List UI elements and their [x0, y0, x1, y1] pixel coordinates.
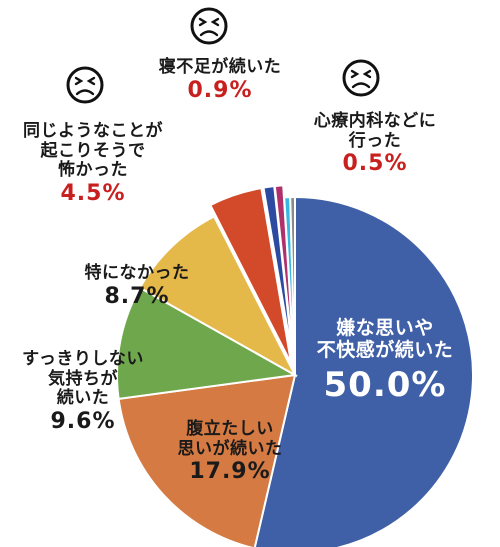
- slice-name-line: 腹立たしい: [186, 419, 274, 439]
- slice-name-line: 特になかった: [84, 263, 190, 283]
- frown-face-icon: [66, 66, 104, 104]
- pie-slice-0: [253, 195, 474, 547]
- slice-label-5: 寝不足が続いた 0.9%: [140, 57, 300, 103]
- slice-name-line: 続いた: [56, 388, 110, 409]
- pie-slice-1: [117, 373, 297, 547]
- slice-value: 0.9%: [187, 77, 253, 103]
- slice-value: 50.0%: [323, 364, 447, 405]
- slice-name-line: 起こりそうで: [40, 140, 146, 161]
- slice-label-3: 特になかった 8.7%: [72, 263, 202, 309]
- slice-label-7: 心療内科などに 行った 0.5%: [290, 111, 460, 177]
- slice-name-line: 寝不足が続いた: [158, 57, 282, 77]
- slice-name-line: 不快感が続いた: [316, 338, 454, 361]
- slice-label-0: 嫌な思いや 不快感が続いた 50.0%: [300, 317, 470, 405]
- frown-face-icon: [342, 59, 380, 97]
- pie-slice-8: [289, 195, 296, 376]
- slice-value: 17.9%: [189, 459, 271, 485]
- pie-slice-2: [116, 286, 299, 401]
- slice-value: 0.5%: [342, 151, 408, 177]
- slice-name-line: 怖かった: [58, 160, 128, 181]
- pie-slice-6: [273, 184, 295, 364]
- pie-slice-4: [208, 186, 293, 365]
- slice-label-1: 腹立たしい 思いが続いた 17.9%: [165, 419, 295, 485]
- slice-label-4: 同じようなことが 起こりそうで 怖かった 4.5%: [8, 121, 178, 206]
- slice-name-line: 思いが続いた: [177, 438, 283, 459]
- slice-name-line: 嫌な思いや: [336, 317, 434, 339]
- slice-name-line: 行った: [348, 130, 402, 151]
- slice-name-line: すっきりしない: [22, 349, 144, 369]
- slice-label-2: すっきりしない 気持ちが 続いた 9.6%: [18, 349, 148, 434]
- slice-name-line: 同じようなことが: [23, 121, 163, 141]
- slice-name-line: 気持ちが: [48, 368, 118, 389]
- slice-name-line: 心療内科などに: [313, 111, 437, 131]
- slice-value: 8.7%: [104, 283, 170, 309]
- frown-face-icon: [190, 7, 228, 45]
- pie-slices: [116, 184, 474, 547]
- slice-value: 4.5%: [60, 180, 126, 206]
- slice-value: 9.6%: [50, 408, 116, 434]
- pie-slice-3: [138, 215, 298, 378]
